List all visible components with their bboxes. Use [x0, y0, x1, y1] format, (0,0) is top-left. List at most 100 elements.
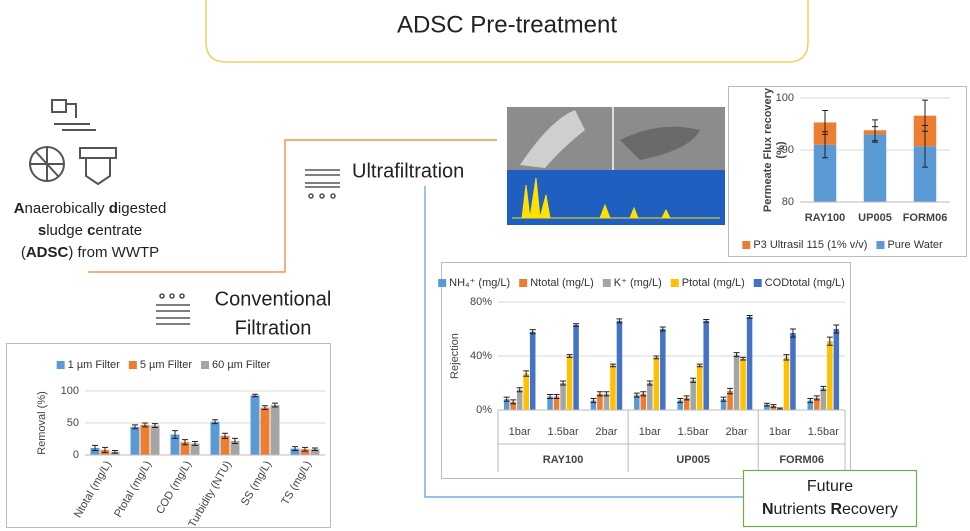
- bar: [210, 421, 220, 455]
- error-bar: [192, 441, 198, 446]
- legend-swatch: [602, 279, 611, 287]
- bar: [510, 401, 516, 410]
- error-bar: [696, 363, 703, 368]
- text-part: (: [21, 244, 26, 261]
- error-bar: [822, 109, 828, 135]
- y-axis-label: Removal (%): [36, 391, 48, 455]
- error-bar: [523, 370, 530, 377]
- bar: [90, 447, 100, 455]
- error-bar: [553, 393, 560, 400]
- text-part: s: [38, 222, 46, 239]
- x-tick-label: 1.5bar: [547, 426, 579, 438]
- error-bar: [820, 385, 827, 391]
- ultrafiltration-label: Ultrafiltration: [352, 160, 464, 182]
- error-bar: [212, 419, 218, 425]
- error-bar: [112, 450, 118, 454]
- error-bar: [516, 387, 523, 393]
- y-tick-label: 80: [782, 196, 794, 208]
- bar: [696, 365, 703, 410]
- error-bar: [510, 399, 517, 405]
- error-bar: [573, 323, 580, 327]
- future-box: [742, 469, 918, 528]
- error-bar: [833, 324, 840, 334]
- error-bar: [922, 99, 928, 132]
- error-bar: [252, 393, 258, 398]
- error-bar: [826, 336, 833, 346]
- error-bar: [222, 432, 228, 439]
- error-bar: [733, 352, 740, 358]
- error-bar: [92, 444, 98, 452]
- bar: [560, 383, 566, 410]
- text-part: d: [109, 200, 118, 217]
- bar: [790, 333, 796, 410]
- text-part: naerobically: [25, 200, 109, 217]
- error-bar: [653, 355, 660, 360]
- error-bar: [560, 380, 567, 386]
- error-bar: [142, 422, 148, 428]
- x-tick-label: UP005: [858, 212, 892, 224]
- bar: [610, 365, 616, 410]
- y-tick-label: 100: [776, 92, 794, 104]
- legend-label: Ntotal (mg/L): [530, 277, 594, 289]
- bar: [590, 400, 597, 410]
- x-tick-label: 1bar: [509, 426, 531, 438]
- x-tick-label: RAY100: [805, 212, 846, 224]
- bar: [566, 356, 573, 410]
- bar: [677, 400, 683, 410]
- error-bar: [677, 398, 684, 404]
- legend-label: Pure Water: [887, 239, 943, 251]
- blue-connector: [424, 186, 745, 498]
- error-bar: [646, 380, 653, 386]
- error-bar: [703, 319, 710, 323]
- bar: [190, 443, 200, 455]
- bar: [820, 388, 827, 410]
- error-bar: [132, 424, 138, 430]
- bar: [616, 320, 623, 410]
- bar: [573, 324, 579, 410]
- y-axis-label: Rejection: [449, 333, 461, 379]
- source-label: sludge centrate: [38, 222, 142, 239]
- legend-swatch: [201, 361, 210, 369]
- bar: [770, 405, 777, 410]
- bar: [597, 393, 603, 410]
- error-bar: [547, 393, 554, 400]
- legend-label: 5 µm Filter: [140, 359, 193, 371]
- x-tick-label: 2bar: [726, 426, 748, 438]
- error-bar: [172, 430, 178, 439]
- error-bar: [529, 329, 536, 335]
- error-bar: [590, 398, 597, 404]
- uf-icon: [305, 169, 340, 199]
- bar: [814, 397, 820, 410]
- error-bar: [740, 356, 747, 361]
- legend-label: 1 µm Filter: [68, 359, 121, 371]
- text-part: ADSC: [26, 244, 69, 261]
- text-part: ecovery: [842, 501, 898, 518]
- x-tick-label: 1bar: [769, 426, 791, 438]
- x-tick-label: 1.5bar: [808, 426, 840, 438]
- error-bar: [312, 447, 318, 452]
- bar: [290, 448, 300, 455]
- y-tick-label: 100: [61, 385, 79, 397]
- bar: [746, 316, 753, 410]
- bar: [250, 395, 260, 455]
- bar: [150, 425, 160, 455]
- legend-label: 60 µm Filter: [212, 359, 271, 371]
- text-part: utrients: [774, 501, 831, 518]
- error-bar: [596, 391, 603, 397]
- error-bar: [503, 396, 510, 402]
- bar: [300, 449, 310, 455]
- error-bar: [633, 392, 640, 398]
- group-label: UP005: [676, 454, 710, 466]
- x-tick-label: 1.5bar: [678, 426, 710, 438]
- error-bar: [763, 402, 770, 407]
- bar: [653, 357, 660, 410]
- legend-swatch: [876, 241, 885, 249]
- error-bar: [152, 423, 158, 428]
- conventional-label: Filtration: [235, 317, 312, 339]
- error-bar: [789, 328, 796, 338]
- error-bar: [720, 396, 727, 402]
- bar: [603, 393, 610, 410]
- orange-connector: [88, 139, 497, 273]
- y-tick-label: 0%: [476, 404, 492, 416]
- text-part: R: [830, 501, 842, 518]
